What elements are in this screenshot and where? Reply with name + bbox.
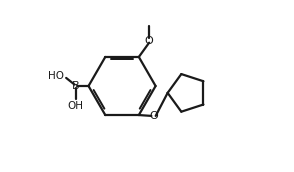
Text: B: B (72, 81, 79, 91)
Text: O: O (145, 36, 153, 46)
Text: HO: HO (48, 71, 64, 81)
Text: OH: OH (68, 101, 83, 111)
Text: O: O (150, 111, 158, 121)
